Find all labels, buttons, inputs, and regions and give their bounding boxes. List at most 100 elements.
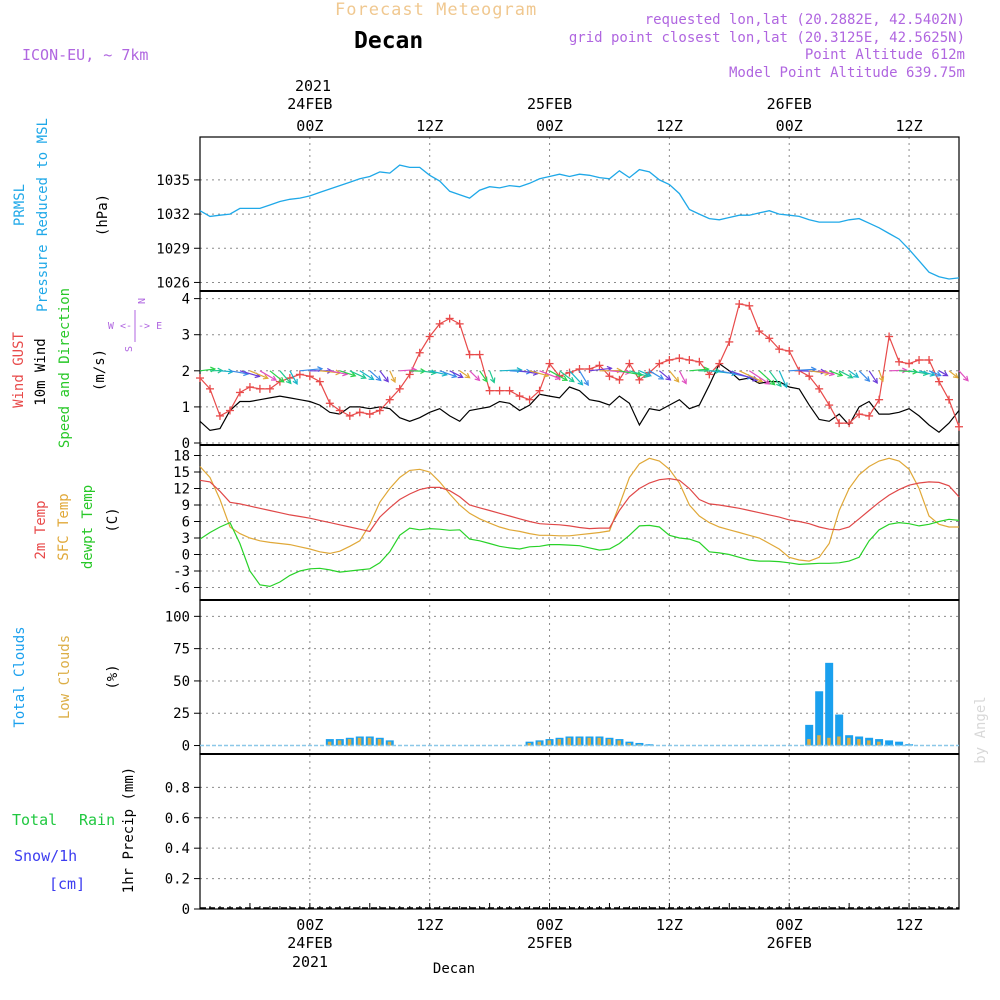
total-label: Total	[12, 811, 57, 829]
wind-arrow	[858, 370, 870, 382]
wind-arrow-head	[935, 371, 942, 377]
y-tick-label: 9	[182, 498, 190, 514]
low-cloud-bar	[817, 735, 821, 746]
pressure-labels: PRMSL Pressure Reduced to MSL (hPa)	[12, 118, 111, 312]
low-cloud-bar	[567, 737, 572, 746]
wind-arrow-head	[390, 376, 396, 384]
low-cloud-bar	[867, 740, 871, 746]
wind-arrow	[519, 370, 538, 375]
bottom-date-label: 24FEB	[287, 934, 332, 952]
low-cloud-bar	[847, 737, 851, 746]
low-cloud-bar	[577, 737, 581, 746]
y-tick-label: 75	[173, 642, 190, 658]
wind-arrow-head	[430, 369, 437, 376]
wind-arrow	[389, 370, 396, 383]
wind-arrow-head	[847, 373, 854, 379]
prmsl-label: PRMSL	[12, 184, 28, 226]
wind-arrow	[379, 370, 389, 383]
top-date-label: 24FEB	[287, 95, 332, 113]
wind-arrow-head	[769, 379, 776, 386]
wind-arrow	[239, 370, 260, 378]
dewpt-label: dewpt Temp	[80, 485, 96, 569]
wind-arrow-head	[270, 375, 278, 381]
low-cloud-bar	[537, 741, 542, 746]
y-tick-label: 1026	[156, 275, 190, 291]
top-time-label: 00Z	[536, 117, 563, 135]
wind-arrow	[649, 370, 664, 380]
y-tick-label: 0	[182, 739, 190, 755]
wind-arrow	[639, 370, 652, 377]
wind-arrow	[758, 370, 775, 386]
y-tick-label: 0	[182, 548, 190, 564]
wind-arrow-head	[658, 374, 665, 380]
wind-arrow-head	[922, 370, 930, 377]
wind-arrow	[689, 368, 709, 372]
wind-arrow	[559, 370, 575, 383]
total-cloud-bar	[645, 744, 654, 746]
top-time-label: 12Z	[896, 117, 923, 135]
footer-location: Decan	[433, 961, 475, 977]
wind-arrow	[439, 370, 457, 378]
top-time-label: 00Z	[776, 117, 803, 135]
wind-10m-line	[199, 362, 960, 433]
low-cloud-bar	[627, 742, 631, 746]
wind-arrow	[748, 370, 770, 385]
bottom-date-label: 25FEB	[527, 934, 572, 952]
y-tick-label: -6	[173, 581, 190, 597]
wind-arrow-head	[583, 380, 589, 387]
low-cloud-bar	[597, 737, 601, 746]
wind-arrow	[619, 370, 643, 376]
wind-arrow	[578, 370, 589, 386]
bottom-time-label: 00Z	[536, 916, 563, 934]
wind-arrow-head	[878, 376, 885, 383]
y-tick-label: 0.8	[165, 780, 190, 796]
wind-arrow	[828, 370, 843, 377]
wind-arrow	[938, 370, 948, 377]
wind-unit: (m/s)	[92, 349, 108, 391]
low-cloud-bar	[377, 739, 382, 746]
wind-arrow-head	[482, 376, 488, 383]
top-date-label: 26FEB	[767, 95, 812, 113]
wind-arrow	[629, 370, 649, 378]
wind-arrow	[329, 370, 348, 375]
total-cloud-bar	[815, 691, 824, 746]
wind-arrow	[838, 370, 853, 379]
low-cloud-bar	[337, 740, 342, 746]
wind-arrow	[419, 370, 436, 374]
total-clouds-label: Total Clouds	[12, 626, 28, 727]
rain-label: Rain	[79, 811, 115, 829]
signature: by Angel	[973, 696, 989, 763]
wind-arrow-head	[292, 378, 298, 385]
precip-panel-frame	[199, 753, 960, 910]
low-cloud-bar	[557, 739, 562, 746]
wind-arrow	[199, 368, 215, 372]
precip-labels: Total Rain Snow/1h [cm] 1hr Precip (mm)	[12, 767, 137, 893]
top-time-label: 12Z	[416, 117, 443, 135]
clouds-unit: (%)	[105, 664, 121, 689]
wind-arrow-head	[776, 381, 782, 388]
snow-unit-label: [cm]	[49, 875, 85, 893]
low-cloud-bar	[617, 740, 621, 746]
bottom-year-label: 2021	[292, 953, 328, 971]
sfc-label: SFC Temp	[56, 493, 72, 560]
wind-arrow	[889, 369, 907, 372]
top-year-label: 2021	[295, 77, 331, 95]
bottom-time-label: 12Z	[656, 916, 683, 934]
wind-arrow	[269, 370, 285, 383]
wind-arrow-head	[757, 377, 764, 383]
wind-arrow	[678, 370, 687, 384]
y-tick-label: 1	[182, 400, 190, 416]
wind-arrow	[489, 370, 495, 383]
wind-arrow-head	[383, 376, 389, 383]
y-tick-label: 1029	[156, 241, 190, 257]
wind-arrow	[459, 370, 470, 379]
t2m-line	[199, 477, 960, 533]
plot-layer: 00Z24FEB00Z24FEB12Z12Z00Z25FEB00Z25FEB12…	[156, 95, 969, 952]
wind-arrow	[809, 370, 830, 375]
wind-arrow	[768, 370, 782, 387]
y-tick-label: 3	[182, 328, 190, 344]
bottom-time-label: 00Z	[776, 916, 803, 934]
wind-arrow-head	[681, 378, 687, 385]
y-tick-label: -3	[173, 564, 190, 580]
y-tick-label: 0.6	[165, 811, 190, 827]
